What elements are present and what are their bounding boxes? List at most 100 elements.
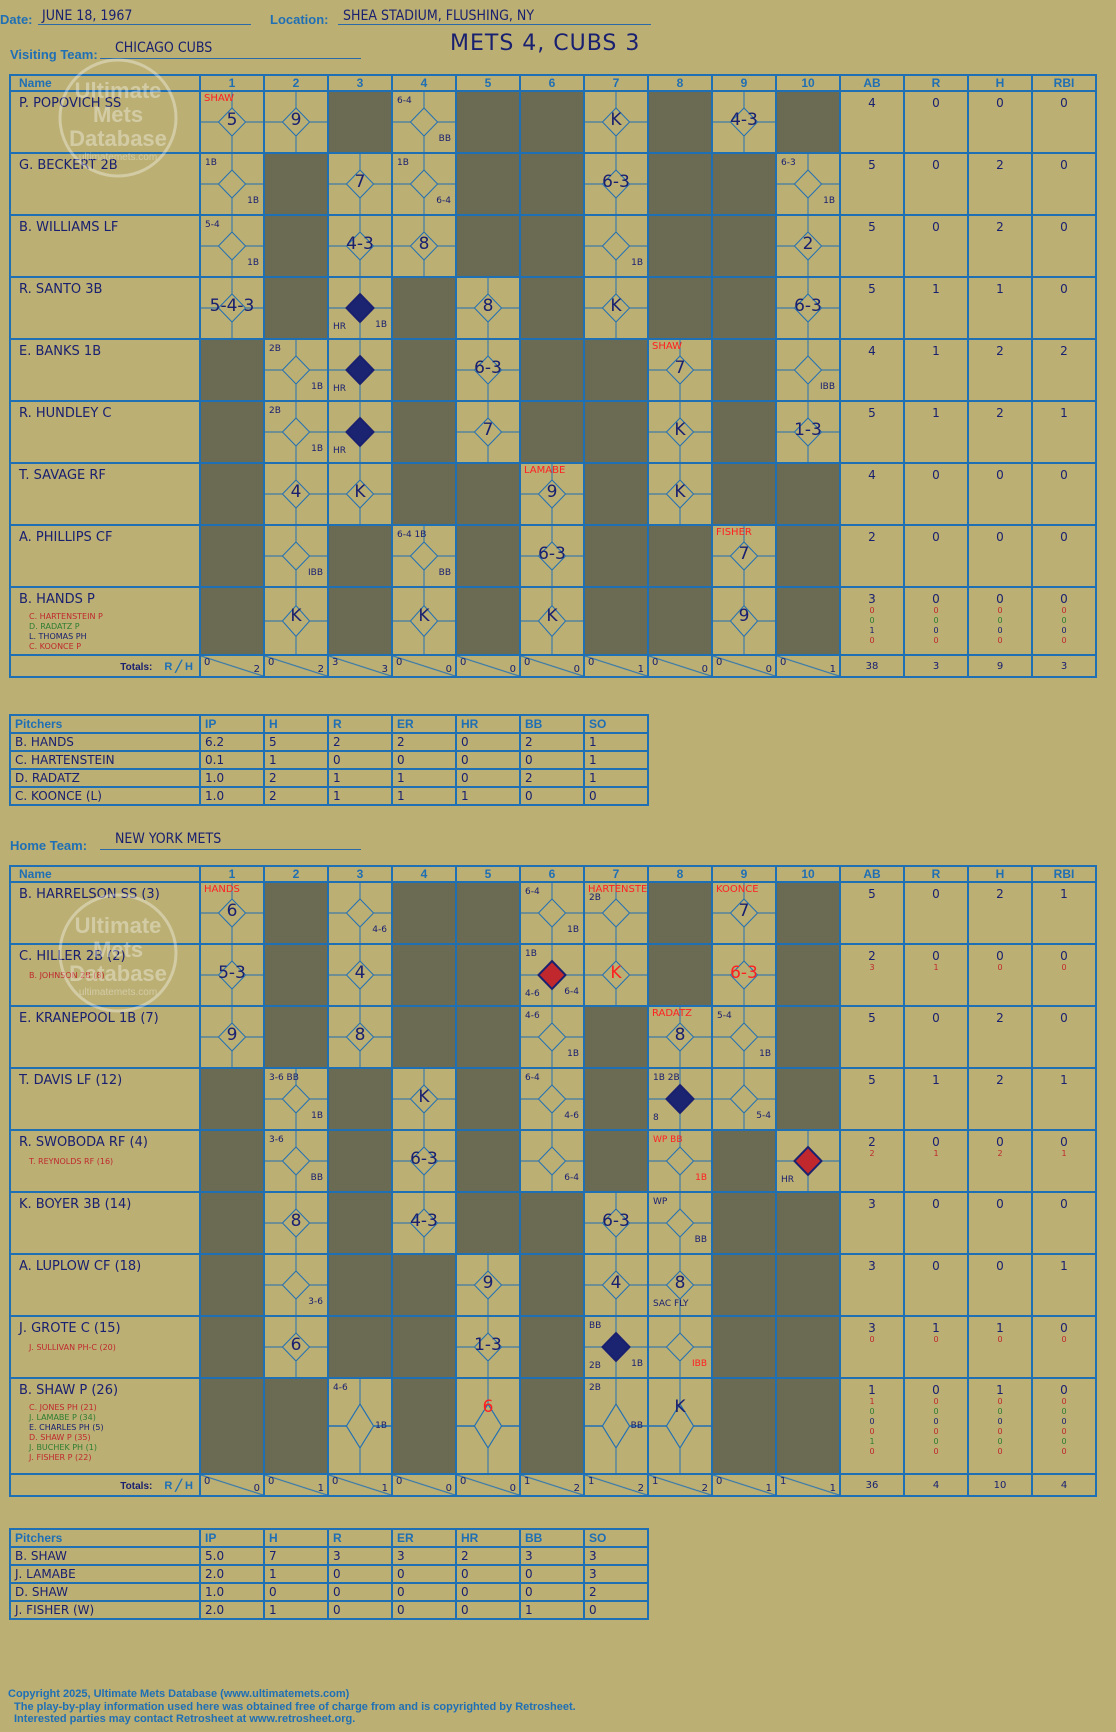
base-note: 1B	[567, 1049, 579, 1059]
stat-ab: 4	[839, 90, 905, 154]
diamond-grid	[458, 341, 518, 399]
diamond-grid	[202, 93, 262, 151]
empty-inning-cell	[455, 462, 521, 526]
stat-value: 1	[932, 344, 940, 358]
totals-text: Totals:	[120, 661, 153, 673]
at-bat-cell: 6-3	[583, 1191, 649, 1255]
play-mark: K	[610, 296, 622, 316]
stat-rbi: 1	[1031, 400, 1097, 464]
play-mark: K	[674, 1397, 686, 1417]
empty-inning-cell	[711, 1129, 777, 1193]
empty-inning-cell	[711, 276, 777, 340]
substitutes-list: J. SULLIVAN PH-C (20)	[29, 1343, 116, 1353]
empty-inning-cell	[583, 400, 649, 464]
pitching-stat: 3	[583, 1564, 649, 1584]
diamond-grid	[330, 884, 390, 942]
inning-header-4: 4	[391, 865, 457, 883]
play-mark: 6-3	[602, 172, 630, 192]
base-note: BB	[310, 1173, 323, 1183]
play-mark: 8	[674, 1025, 686, 1045]
at-bat-cell: IBB	[263, 524, 329, 588]
stat-rbi: 0	[1031, 276, 1097, 340]
play-mark: 6-3	[474, 358, 502, 378]
base-note: 3-6 BB	[269, 1073, 299, 1083]
stat-value: 1	[1060, 887, 1068, 901]
stat-value: 0	[996, 592, 1004, 606]
at-bat-cell: 4-6 1B	[327, 1377, 393, 1475]
batter-name: R. HUNDLEY C	[19, 406, 112, 421]
empty-inning-cell	[391, 943, 457, 1007]
home-totals-row: Totals: R ╱ H 0 0 0 1 0 1 0 0 0 0 1 2 1 2 1 2 0 1 1 1 36 4 10 4	[9, 1473, 1097, 1497]
at-bat-cell: 5-4 1B	[711, 1005, 777, 1069]
diamond-grid	[522, 465, 582, 523]
at-bat-cell: 4-3	[391, 1191, 457, 1255]
stat-value: 1	[932, 282, 940, 296]
play-mark: 9	[226, 1025, 238, 1045]
home-batter-row: B. SHAW P (26) C. JONES PH (21) J. LAMABE …	[9, 1377, 1097, 1475]
stat-r: 0	[903, 214, 969, 278]
inning-runs: 0	[588, 657, 595, 668]
play-mark: K	[354, 482, 366, 502]
empty-inning-cell	[391, 1005, 457, 1069]
diamond-grid	[778, 403, 838, 461]
base-note: 1B	[311, 444, 323, 454]
pitching-stat: 7	[263, 1546, 329, 1566]
base-note: 4-6	[525, 1011, 540, 1021]
pitching-stat: 0	[327, 1564, 393, 1584]
stat-header-rbi: RBI	[1031, 74, 1097, 92]
visitors-totals-row: Totals: R ╱ H 0 2 0 2 3 3 0 0 0 0 0 0 0 1 0 0 0 0 0 1 38 3 9 3	[9, 654, 1097, 678]
base-note: 1B	[205, 158, 217, 168]
play-mark: K	[418, 606, 430, 626]
stat-value: 1	[1060, 1073, 1068, 1087]
at-bat-cell: 6-3	[455, 338, 521, 402]
pitching-column-header: BB	[519, 714, 585, 734]
stat-value: 5	[868, 1011, 876, 1025]
empty-inning-cell	[519, 338, 585, 402]
stat-value: 0	[996, 1197, 1004, 1211]
location-underline	[338, 24, 651, 25]
base-note: HR	[333, 322, 347, 332]
sub-stat-value: 0	[997, 1437, 1003, 1446]
sub-stat-value: 0	[869, 1417, 875, 1426]
stat-value: 0	[996, 949, 1004, 963]
pitcher-name: D. RADATZ	[9, 768, 201, 788]
base-note: 1B	[631, 258, 643, 268]
batter-name-cell: T. DAVIS LF (12)	[9, 1067, 201, 1131]
stat-value: 5	[868, 282, 876, 296]
play-mark: 5-4-3	[209, 296, 255, 316]
batter-name: P. POPOVICH SS	[19, 96, 122, 111]
home-batter-row: E. KRANEPOOL 1B (7) 9 8 4-6 1B 8 RADATZ 5-4 1B 5 0…	[9, 1005, 1097, 1069]
pitching-stat: 0.1	[199, 750, 265, 770]
at-bat-cell: 5 SHAW	[199, 90, 265, 154]
pitcher-change-note: KOONCE	[716, 884, 759, 895]
diamond-grid	[266, 527, 326, 585]
batter-name-cell: A. LUPLOW CF (18)	[9, 1253, 201, 1317]
play-mark: 7	[738, 901, 750, 921]
pitching-column-header: ER	[391, 714, 457, 734]
diamond-grid	[330, 341, 390, 399]
diamond-grid	[714, 1008, 774, 1066]
empty-inning-cell	[199, 400, 265, 464]
play-mark: K	[610, 110, 622, 130]
empty-inning-cell	[775, 1005, 841, 1069]
base-note: 4-6	[372, 925, 387, 935]
diamond-grid	[586, 884, 646, 942]
pitcher-change-note: FISHER	[716, 527, 752, 538]
pitching-stat: 0	[519, 1564, 585, 1584]
at-bat-cell: 6-3	[519, 524, 585, 588]
pitching-stat: 1	[327, 786, 393, 806]
pitching-stat: 3	[583, 1546, 649, 1566]
sub-stat-value: 0	[933, 1417, 939, 1426]
empty-inning-cell	[391, 276, 457, 340]
at-bat-cell: 8	[391, 214, 457, 278]
stat-value: 2	[996, 887, 1004, 901]
inning-hits: 1	[829, 664, 836, 675]
